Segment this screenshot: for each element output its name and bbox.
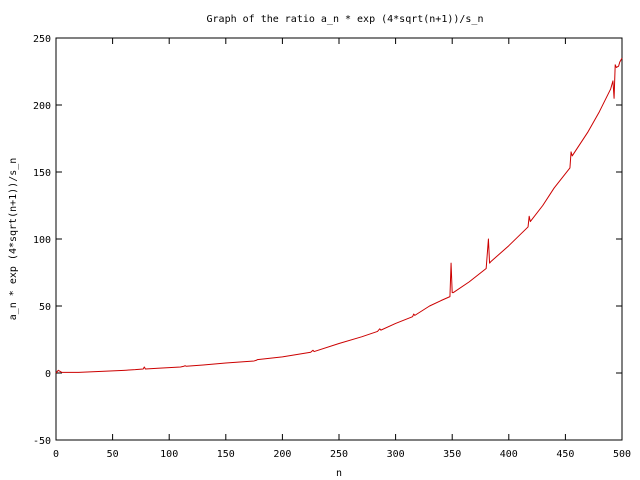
- x-tick-label: 50: [107, 449, 119, 460]
- y-tick-label: 50: [39, 302, 51, 313]
- x-tick-label: 0: [53, 449, 59, 460]
- x-tick-label: 250: [330, 449, 348, 460]
- x-axis: 0 50 100 150 200 250 300 350 400 450 500: [53, 38, 631, 460]
- x-tick-label: 350: [443, 449, 461, 460]
- y-axis-label: a_n * exp (4*sqrt(n+1))/s_n: [8, 158, 19, 321]
- series-line: [55, 57, 623, 374]
- y-tick-label: 100: [33, 235, 51, 246]
- x-axis-label: n: [336, 468, 342, 479]
- x-tick-label: 450: [556, 449, 574, 460]
- y-tick-label: 250: [33, 34, 51, 45]
- x-tick-label: 100: [160, 449, 178, 460]
- x-tick-label: 300: [387, 449, 405, 460]
- y-axis: -50 0 50 100 150 200 250: [33, 34, 622, 447]
- plot-frame: [55, 37, 623, 441]
- y-tick-label: 0: [45, 369, 51, 380]
- series-group: [55, 57, 623, 374]
- y-tick-label: 200: [33, 101, 51, 112]
- y-tick-label: -50: [33, 436, 51, 447]
- x-tick-label: 500: [613, 449, 631, 460]
- x-tick-label: 150: [217, 449, 235, 460]
- x-tick-label: 200: [273, 449, 291, 460]
- x-tick-label: 400: [500, 449, 518, 460]
- chart-title: Graph of the ratio a_n * exp (4*sqrt(n+1…: [207, 14, 484, 25]
- y-tick-label: 150: [33, 168, 51, 179]
